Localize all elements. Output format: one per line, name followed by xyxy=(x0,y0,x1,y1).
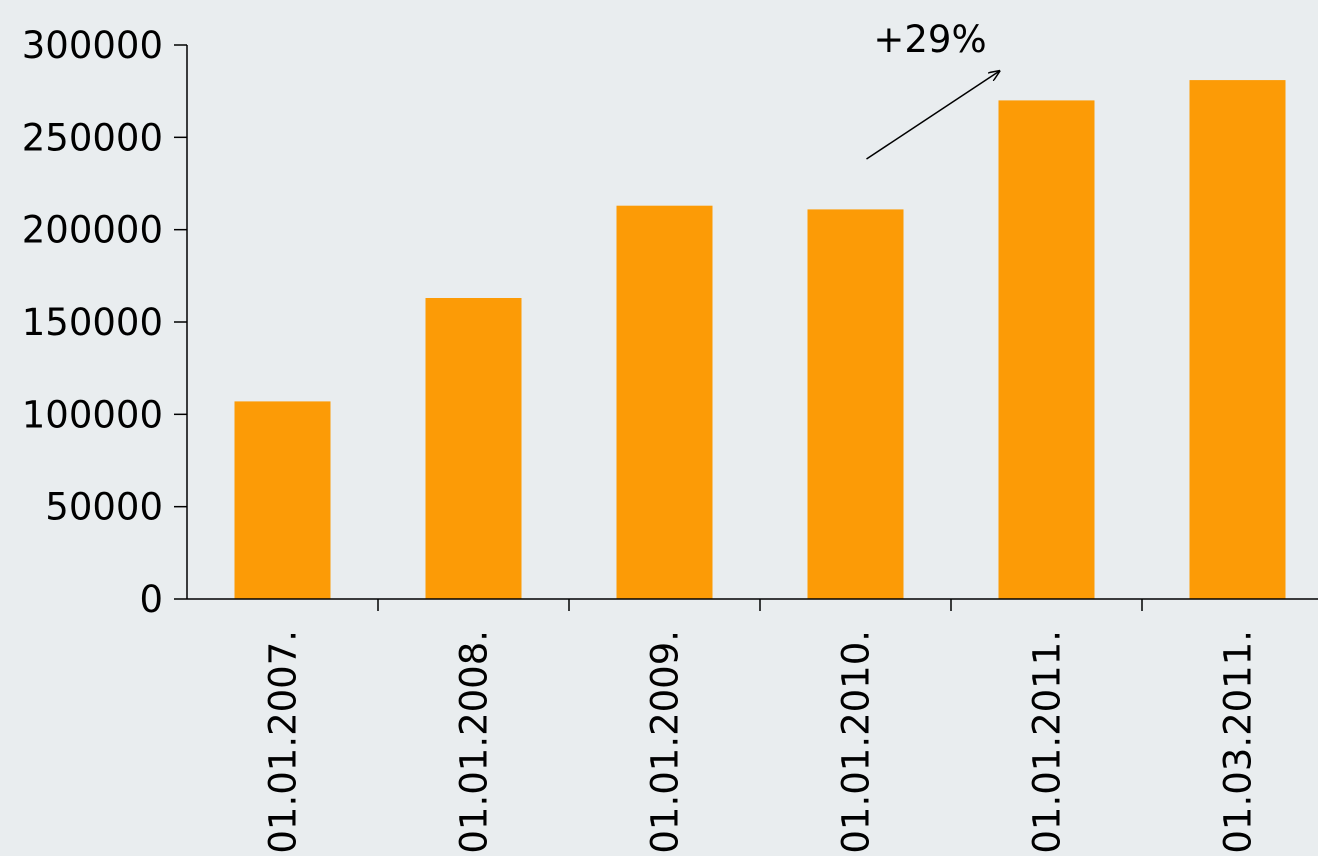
y-tick-label: 250000 xyxy=(22,116,163,159)
labels-layer: 0 50000 100000 150000 200000 250000 300000 01.0… xyxy=(22,24,1260,854)
x-tick-label: 01.01.2008. xyxy=(453,630,496,854)
growth-annotation-label: +29% xyxy=(873,18,986,61)
axes-layer xyxy=(174,44,1318,611)
bar-01-01-2010 xyxy=(807,209,904,599)
bar-01-01-2007 xyxy=(234,401,331,599)
x-tick-label: 01.03.2011. xyxy=(1217,630,1260,854)
x-tick-label: 01.01.2009. xyxy=(644,630,687,854)
bar-01-01-2011 xyxy=(998,100,1095,600)
y-tick-label: 100000 xyxy=(22,393,163,436)
y-tick-label: 300000 xyxy=(22,24,163,67)
x-tick-label: 01.01.2007. xyxy=(262,630,305,854)
bar-01-01-2009 xyxy=(616,205,713,599)
bar-01-01-2008 xyxy=(425,298,522,599)
y-tick-label: 0 xyxy=(139,578,163,621)
x-tick-label: 01.01.2011. xyxy=(1026,630,1069,854)
bars-layer xyxy=(234,80,1286,600)
y-tick-label: 200000 xyxy=(22,209,163,252)
y-tick-label: 50000 xyxy=(45,486,163,529)
bar-01-03-2011 xyxy=(1189,80,1286,600)
annotation-layer: +29% xyxy=(866,18,1000,160)
growth-arrow xyxy=(866,71,1000,160)
y-tick-label: 150000 xyxy=(22,301,163,344)
x-tick-label: 01.01.2010. xyxy=(835,630,878,854)
